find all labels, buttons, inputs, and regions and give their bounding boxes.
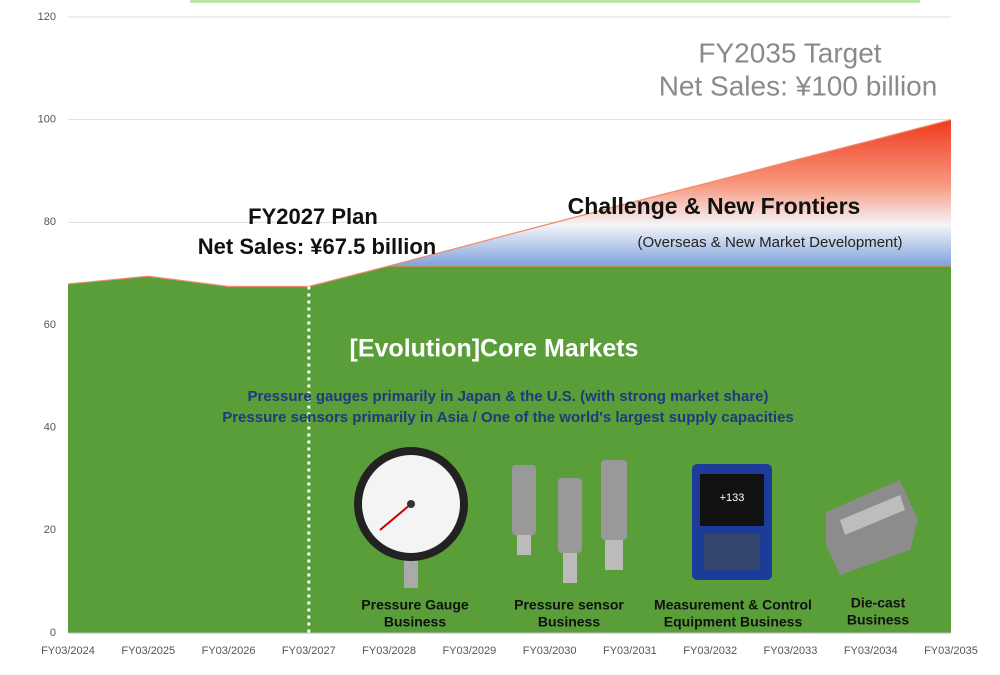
x-tick-label: FY03/2024 bbox=[41, 645, 95, 657]
challenge-title: Challenge & New Frontiers bbox=[568, 193, 861, 219]
core-title: [Evolution]Core Markets bbox=[350, 335, 639, 363]
core-desc: Pressure sensors primarily in Asia / One… bbox=[222, 409, 794, 426]
area-top-line bbox=[388, 119, 952, 267]
business-label: Business bbox=[384, 614, 446, 630]
pressure-gauge-image bbox=[354, 447, 468, 588]
controller-image: +133 bbox=[692, 464, 772, 580]
y-tick-label: 60 bbox=[44, 319, 56, 331]
business-label: Pressure sensor bbox=[514, 597, 624, 613]
x-tick-label: FY03/2025 bbox=[121, 645, 175, 657]
target-title: FY2035 Target bbox=[698, 37, 881, 68]
x-tick-label: FY03/2030 bbox=[523, 645, 577, 657]
x-tick-label: FY03/2034 bbox=[844, 645, 898, 657]
y-tick-label: 100 bbox=[38, 114, 56, 126]
x-tick-label: FY03/2035 bbox=[924, 645, 978, 657]
business-label: Equipment Business bbox=[664, 614, 803, 630]
target-sales: Net Sales: ¥100 billion bbox=[659, 70, 938, 101]
area-top-line bbox=[67, 265, 951, 288]
y-tick-label: 40 bbox=[44, 422, 56, 434]
x-tick-label: FY03/2029 bbox=[442, 645, 496, 657]
x-tick-label: FY03/2028 bbox=[362, 645, 416, 657]
business-label: Die-cast bbox=[851, 595, 906, 611]
y-tick-label: 80 bbox=[44, 216, 56, 228]
area bbox=[68, 265, 951, 633]
business-label: Measurement & Control bbox=[654, 597, 812, 613]
x-tick-label: FY03/2033 bbox=[764, 645, 818, 657]
plan-sales: Net Sales: ¥67.5 billion bbox=[198, 234, 436, 259]
die-cast-image bbox=[826, 480, 918, 575]
x-tick-label: FY03/2031 bbox=[603, 645, 657, 657]
business-label: Business bbox=[847, 612, 909, 628]
pressure-sensor-image bbox=[512, 460, 627, 583]
y-tick-label: 20 bbox=[44, 524, 56, 536]
svg-text:+133: +133 bbox=[720, 492, 745, 504]
x-tick-label: FY03/2032 bbox=[683, 645, 737, 657]
axes: 0 20 40 60 80 100 120 FY03/2024 FY03/2025 FY03/20… bbox=[38, 11, 978, 657]
y-tick-label: 120 bbox=[38, 11, 56, 23]
y-tick-label: 0 bbox=[50, 627, 56, 639]
business-label: Business bbox=[538, 614, 600, 630]
x-tick-label: FY03/2026 bbox=[202, 645, 256, 657]
top-banner-edge bbox=[190, 0, 920, 3]
x-tick-label: FY03/2027 bbox=[282, 645, 336, 657]
challenge-subtitle: (Overseas & New Market Development) bbox=[637, 234, 902, 251]
core-desc: Pressure gauges primarily in Japan & the… bbox=[248, 388, 769, 405]
business-label: Pressure Gauge bbox=[361, 597, 469, 613]
plan-title: FY2027 Plan bbox=[248, 204, 378, 229]
